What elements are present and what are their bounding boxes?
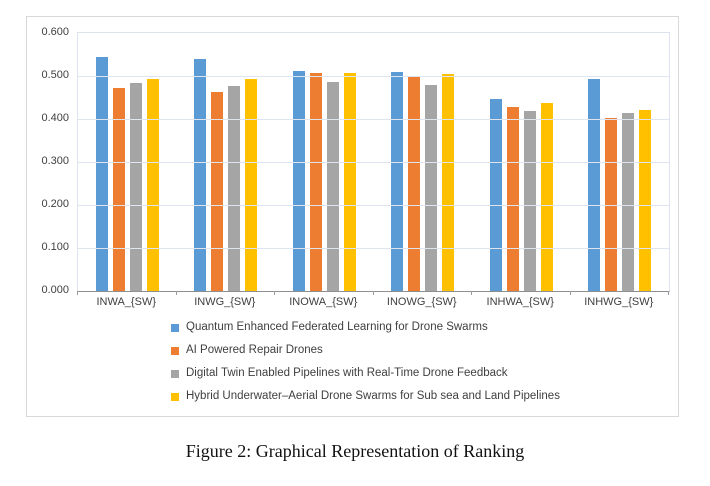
- legend-swatch-icon: [171, 323, 179, 332]
- bar: [622, 112, 635, 291]
- legend-label: AI Powered Repair Drones: [186, 344, 323, 356]
- legend-item: Digital Twin Enabled Pipelines with Real…: [171, 367, 560, 379]
- bar: [523, 110, 536, 291]
- bar: [326, 81, 339, 291]
- chart-legend: Quantum Enhanced Federated Learning for …: [171, 321, 560, 402]
- bar-group: [374, 33, 473, 291]
- legend-swatch-icon: [171, 392, 179, 401]
- x-axis-tick: [372, 291, 374, 295]
- bar: [343, 73, 356, 291]
- plot-area: [77, 32, 670, 292]
- bar-group: [472, 33, 571, 291]
- bar: [245, 79, 258, 291]
- bar: [442, 74, 455, 291]
- bar: [194, 58, 207, 291]
- bar: [146, 79, 159, 291]
- x-tick-label: INWA_{SW}: [96, 296, 157, 308]
- gridline: [78, 119, 669, 120]
- bar-group: [78, 33, 177, 291]
- legend-item: Quantum Enhanced Federated Learning for …: [171, 321, 560, 333]
- x-axis-tick: [274, 291, 275, 295]
- chart-container: 0.000 0.100 0.200 0.300 0.400 0.500 0.600 INWA…: [26, 16, 679, 417]
- legend-label: Digital Twin Enabled Pipelines with Real…: [186, 367, 508, 379]
- y-tick-label: 0.600: [41, 26, 69, 38]
- bar: [228, 85, 241, 291]
- bar: [391, 71, 404, 291]
- gridline: [78, 248, 669, 249]
- x-axis-tick: [175, 291, 177, 295]
- bar: [425, 85, 438, 291]
- gridline: [78, 162, 669, 163]
- bar: [506, 107, 519, 291]
- x-tick-label: INHWG_{SW}: [584, 296, 654, 308]
- bar: [408, 77, 421, 291]
- x-axis-tick: [77, 291, 78, 295]
- bar: [292, 70, 305, 291]
- bar: [489, 99, 502, 291]
- bar-group: [571, 33, 670, 291]
- x-tick-label: INOWG_{SW}: [386, 296, 457, 308]
- bar: [112, 88, 125, 291]
- bar: [639, 110, 652, 291]
- y-tick-label: 0.500: [41, 69, 69, 81]
- y-tick-label: 0.200: [41, 198, 69, 210]
- legend-swatch-icon: [171, 369, 179, 378]
- bar: [129, 82, 142, 291]
- y-tick-label: 0.400: [41, 112, 69, 124]
- legend-label: Quantum Enhanced Federated Learning for …: [186, 321, 488, 333]
- gridline: [78, 205, 669, 206]
- x-axis-tick: [471, 291, 472, 295]
- y-tick-label: 0.000: [41, 284, 69, 296]
- bar: [309, 73, 322, 291]
- bar: [588, 79, 601, 291]
- bar: [95, 56, 108, 291]
- x-tick-label: INHWA_{SW}: [486, 296, 554, 308]
- x-axis-tick: [668, 291, 669, 295]
- y-tick-label: 0.300: [41, 155, 69, 167]
- legend-item: AI Powered Repair Drones: [171, 344, 560, 356]
- bar: [211, 91, 224, 291]
- legend-swatch-icon: [171, 346, 179, 355]
- x-tick-label: INOWA_{SW}: [289, 296, 358, 308]
- bar-group: [177, 33, 276, 291]
- legend-item: Hybrid Underwater–Aerial Drone Swarms fo…: [171, 390, 560, 402]
- bar: [605, 118, 618, 291]
- x-axis-tick: [569, 291, 571, 295]
- bar: [540, 103, 553, 291]
- gridline: [78, 76, 669, 77]
- bar-groups: [78, 33, 669, 291]
- x-tick-label: INWG_{SW}: [194, 296, 256, 308]
- y-tick-label: 0.100: [41, 241, 69, 253]
- bar-group: [275, 33, 374, 291]
- legend-label: Hybrid Underwater–Aerial Drone Swarms fo…: [186, 390, 560, 402]
- figure-caption: Figure 2: Graphical Representation of Ra…: [185, 441, 525, 461]
